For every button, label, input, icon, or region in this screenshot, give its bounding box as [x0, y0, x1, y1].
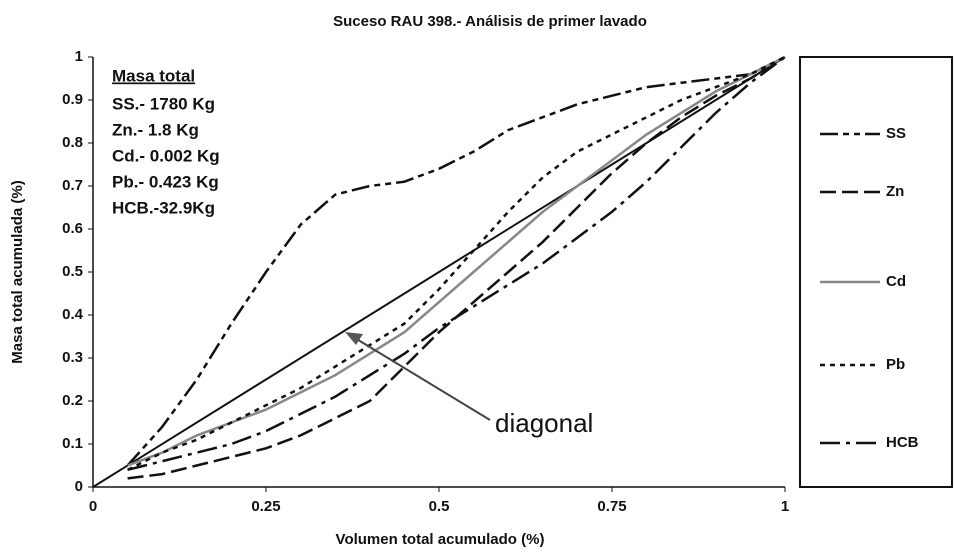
legend-label: Zn: [886, 183, 904, 200]
legend-label: SS: [886, 125, 906, 142]
y-tick-label: 0.1: [62, 435, 83, 452]
chart-title: Suceso RAU 398.- Análisis de primer lava…: [333, 13, 647, 30]
y-tick-label: 0.3: [62, 349, 83, 366]
y-tick-label: 0.6: [62, 220, 83, 237]
legend-label: Cd: [886, 273, 906, 290]
y-axis-label: Masa total acumulada (%): [9, 180, 26, 363]
text-box-line: HCB.-32.9Kg: [112, 198, 215, 217]
text-box-line: SS.- 1780 Kg: [112, 94, 215, 113]
y-tick-label: 0.4: [62, 306, 84, 323]
y-tick-label: 0.5: [62, 263, 83, 280]
x-tick-label: 0.75: [597, 498, 626, 515]
y-tick-label: 0.9: [62, 91, 83, 108]
annotation-arrowhead: [345, 332, 363, 345]
y-tick-label: 0.7: [62, 177, 83, 194]
series-line: [126, 55, 786, 467]
y-tick-label: 0.2: [62, 392, 83, 409]
legend-label: HCB: [886, 434, 919, 451]
x-tick-label: 0.5: [429, 498, 450, 515]
series-line: [127, 55, 786, 471]
x-tick-label: 0.25: [251, 498, 280, 515]
legend-box: [799, 56, 953, 488]
text-box-line: Cd.- 0.002 Kg: [112, 146, 220, 165]
text-box-line: Pb.- 0.423 Kg: [112, 172, 219, 191]
series-line: [127, 55, 786, 472]
series-line: [127, 55, 786, 480]
x-axis-label: Volumen total acumulado (%): [336, 531, 545, 548]
y-tick-label: 0.8: [62, 134, 83, 151]
y-tick-label: 0: [75, 478, 83, 495]
legend-label: Pb: [886, 356, 905, 373]
annotation-text: diagonal: [495, 408, 593, 438]
annotation-arrow: [349, 334, 491, 421]
diagonal-line: [92, 56, 786, 488]
text-box-title: Masa total: [112, 66, 195, 85]
y-tick-label: 1: [75, 48, 83, 65]
text-box-line: Zn.- 1.8 Kg: [112, 120, 199, 139]
x-tick-label: 1: [781, 498, 789, 515]
x-tick-label: 0: [89, 498, 97, 515]
